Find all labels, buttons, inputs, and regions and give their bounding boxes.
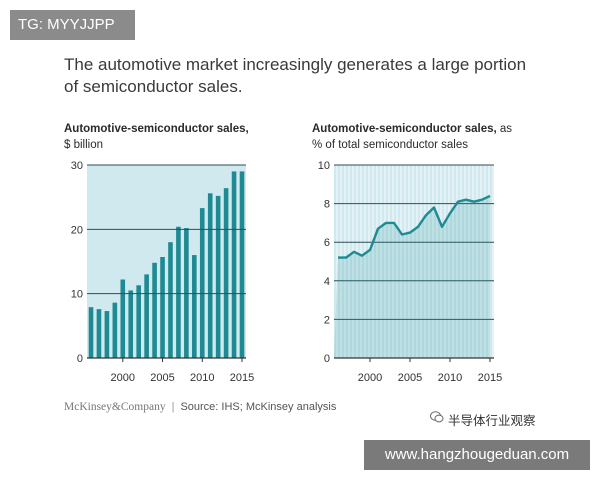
left-x-tick-2015: 2015	[230, 372, 254, 384]
bar-2014	[231, 171, 237, 358]
left-y-tick-10: 10	[71, 289, 83, 301]
headline-line-2: of semiconductor sales.	[64, 77, 243, 96]
left-x-tick-2005: 2005	[150, 372, 174, 384]
bar-1999	[112, 302, 118, 358]
bar-1998	[104, 311, 110, 358]
watermark-tag: TG: MYYJJPP	[10, 10, 135, 40]
left-y-tick-30: 30	[71, 160, 83, 172]
bar-2015	[239, 171, 245, 358]
bar-2007	[176, 226, 181, 358]
right-y-tick-10: 10	[318, 160, 330, 172]
headline-line-1: The automotive market increasingly gener…	[64, 55, 527, 74]
right-y-tick-6: 6	[324, 237, 330, 249]
bar-2011	[207, 193, 213, 358]
right-stripes	[336, 165, 494, 358]
footer-separator: |	[171, 401, 175, 413]
bar-2012	[215, 195, 221, 358]
bar-2000	[120, 279, 126, 358]
right-area	[334, 195, 490, 358]
right-y-tick-4: 4	[324, 276, 330, 288]
url-tag: www.hangzhougeduan.com	[364, 440, 590, 470]
left-y-tick-0: 0	[77, 353, 83, 365]
bar-2003	[144, 274, 149, 358]
right-chart-title: Automotive-semiconductor sales, as % of …	[312, 121, 512, 153]
bar-2010	[199, 208, 205, 358]
right-x-tick-2015: 2015	[478, 372, 502, 384]
left-x-tick-2000: 2000	[111, 372, 135, 384]
bar-2005	[160, 256, 165, 358]
wechat-icon	[430, 411, 444, 423]
bar-1997	[96, 309, 102, 358]
wechat-label: 半导体行业观察	[448, 414, 536, 428]
bar-2013	[223, 188, 229, 358]
right-chart-title-rest: as	[496, 123, 513, 135]
bar-2008	[184, 228, 189, 358]
source-note: Source: IHS; McKinsey analysis	[180, 401, 337, 413]
left-chart-subtitle: $ billion	[64, 139, 103, 151]
mckinsey-logo: McKinsey&Company	[64, 401, 166, 413]
right-chart-subtitle: % of total semiconductor sales	[312, 139, 468, 151]
right-y-tick-2: 2	[324, 314, 330, 326]
bar-2002	[136, 285, 141, 358]
left-chart-title-bold: Automotive-semiconductor sales,	[64, 123, 249, 135]
page-title: The automotive market increasingly gener…	[64, 54, 564, 98]
right-x-tick-2000: 2000	[358, 372, 382, 384]
bar-2009	[192, 255, 197, 358]
left-plot-background	[87, 165, 246, 358]
bar-2001	[128, 290, 134, 358]
left-x-tick-2010: 2010	[190, 372, 214, 384]
right-y-tick-8: 8	[324, 199, 330, 211]
left-chart-title: Automotive-semiconductor sales, $ billio…	[64, 121, 249, 153]
right-series-line	[338, 194, 491, 259]
right-y-tick-0: 0	[324, 353, 330, 365]
right-x-tick-2005: 2005	[398, 372, 422, 384]
left-y-tick-20: 20	[71, 224, 83, 236]
right-x-tick-2010: 2010	[438, 372, 462, 384]
bar-2006	[168, 242, 173, 358]
bar-1996	[88, 307, 94, 358]
bar-2004	[152, 262, 157, 358]
footer: McKinsey&Company | Source: IHS; McKinsey a…	[64, 401, 336, 413]
right-chart-title-bold: Automotive-semiconductor sales,	[312, 123, 497, 135]
